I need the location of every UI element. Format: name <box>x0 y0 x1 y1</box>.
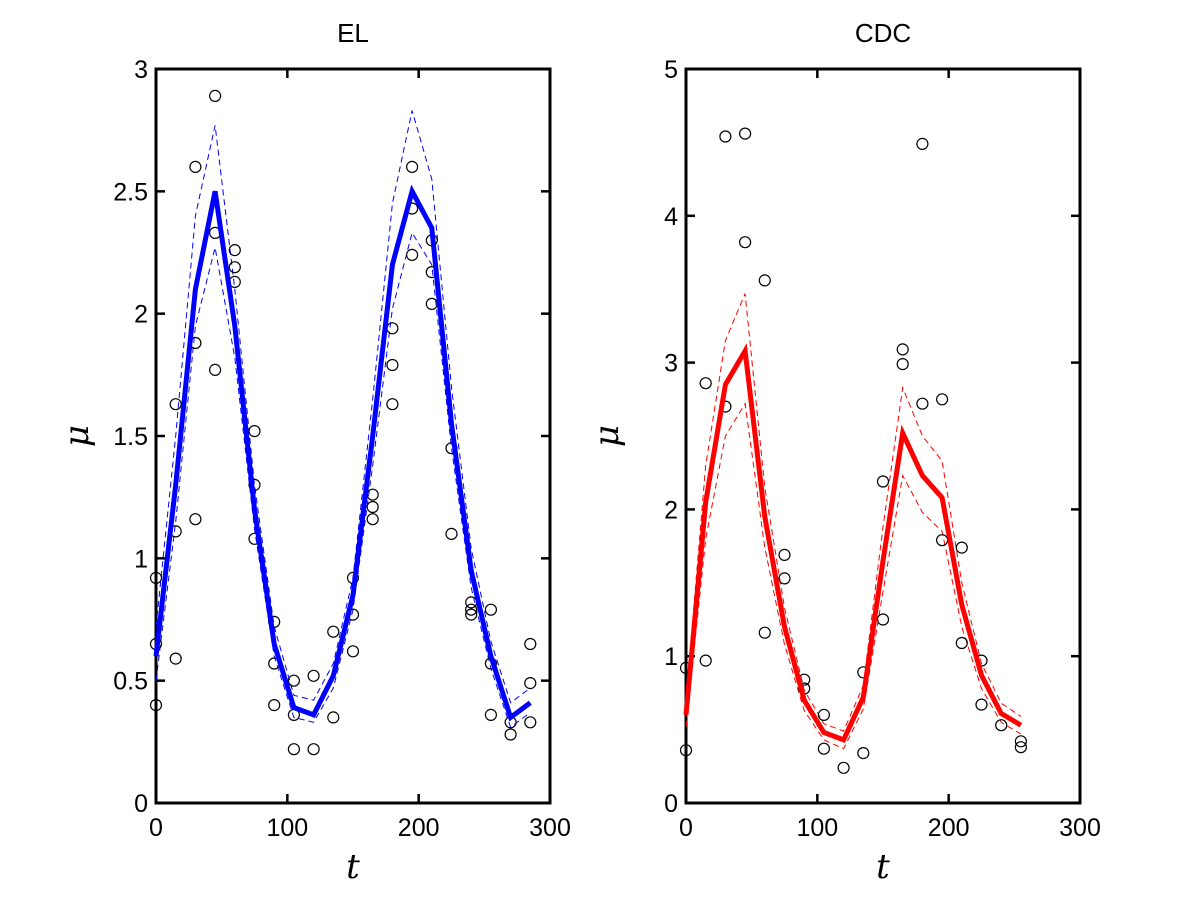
y-tick-label: 2 <box>664 496 678 524</box>
data-point <box>995 719 1008 732</box>
data-point <box>327 711 340 724</box>
data-point <box>817 742 831 755</box>
data-point <box>699 654 712 667</box>
x-axis-label: t <box>346 847 360 887</box>
y-tick-label: 0 <box>134 790 148 818</box>
y-tick-label: 2 <box>134 301 148 329</box>
data-point <box>524 716 537 729</box>
data-point <box>935 393 949 406</box>
data-point <box>228 244 241 257</box>
data-point <box>189 160 202 173</box>
data-point <box>366 500 379 514</box>
data-point <box>778 572 791 585</box>
data-point <box>465 603 478 616</box>
data-point <box>955 636 968 650</box>
data-point <box>758 274 771 287</box>
panel-el: 0 100 200 300 0 0.5 1 1.5 2 2.5 3 EL t μ <box>57 18 571 887</box>
data-point <box>406 160 419 173</box>
x-tick-label: 100 <box>796 814 838 842</box>
data-point <box>975 698 988 711</box>
data-point <box>876 475 890 488</box>
data-point <box>169 652 182 665</box>
data-point <box>149 571 163 585</box>
data-point <box>366 513 379 526</box>
chart-title: EL <box>337 18 369 48</box>
data-point <box>445 527 458 541</box>
data-point <box>837 761 850 774</box>
upper-bound-line <box>685 293 1022 732</box>
x-tick-label: 0 <box>149 814 163 842</box>
data-point <box>465 608 478 621</box>
y-tick-label: 5 <box>664 56 678 84</box>
data-point <box>679 744 693 757</box>
data-point <box>896 343 909 356</box>
data-point <box>189 513 202 526</box>
data-point <box>484 708 497 722</box>
data-point <box>524 637 537 651</box>
data-point <box>738 236 752 249</box>
data-point <box>896 358 909 371</box>
data-point <box>169 398 182 411</box>
data-point <box>719 130 732 143</box>
data-point <box>209 89 222 103</box>
y-tick-label: 3 <box>664 350 678 378</box>
data-point <box>287 743 300 756</box>
y-tick-label: 2.5 <box>113 178 148 206</box>
data-point <box>817 708 831 722</box>
data-point <box>504 728 517 741</box>
data-point <box>524 676 537 690</box>
data-point <box>268 698 281 712</box>
y-tick-label: 1 <box>664 643 678 671</box>
fit-line <box>153 184 532 722</box>
y-axis-label: μ <box>57 425 97 447</box>
data-point <box>149 698 163 712</box>
data-point <box>876 613 890 626</box>
fit-line <box>683 343 1023 744</box>
lower-bound-line <box>155 231 531 729</box>
data-point <box>307 669 320 682</box>
data-point <box>406 248 419 261</box>
data-point <box>857 746 870 760</box>
upper-bound-line <box>155 110 531 704</box>
x-tick-label: 200 <box>398 814 440 842</box>
data-point <box>307 743 320 756</box>
data-point <box>346 645 360 658</box>
chart-title: CDC <box>855 18 911 48</box>
plot-area <box>154 67 552 805</box>
data-point <box>1014 735 1028 748</box>
data-point <box>209 363 222 376</box>
data-point <box>287 674 300 687</box>
panel-cdc: 0 100 200 300 0 1 2 3 4 5 CDC t μ <box>587 18 1101 887</box>
data-point <box>248 425 261 438</box>
y-tick-label: 0.5 <box>113 668 148 696</box>
data-point <box>758 626 771 639</box>
data-point <box>484 603 497 616</box>
data-point <box>778 548 791 562</box>
y-tick-label: 0 <box>664 790 678 818</box>
y-tick-label: 4 <box>664 203 678 231</box>
x-tick-label: 100 <box>266 814 308 842</box>
data-point <box>228 261 241 274</box>
x-axis-label: t <box>876 847 890 887</box>
data-point <box>916 137 929 150</box>
x-tick-label: 300 <box>1059 814 1101 842</box>
x-tick-label: 0 <box>679 814 693 842</box>
data-point <box>916 397 929 410</box>
y-tick-label: 1 <box>134 545 148 573</box>
data-point <box>738 127 752 140</box>
y-tick-label: 3 <box>134 56 148 84</box>
data-point <box>699 377 712 390</box>
data-point <box>386 358 399 372</box>
lower-bound-line <box>685 402 1022 750</box>
y-axis-label: μ <box>587 425 627 447</box>
data-point <box>1014 741 1028 754</box>
x-tick-label: 300 <box>529 814 571 842</box>
data-point <box>327 625 340 638</box>
x-tick-label: 200 <box>928 814 970 842</box>
plot-area <box>684 67 1082 805</box>
data-point <box>955 541 968 554</box>
y-tick-label: 1.5 <box>113 423 148 451</box>
data-point <box>386 398 399 411</box>
